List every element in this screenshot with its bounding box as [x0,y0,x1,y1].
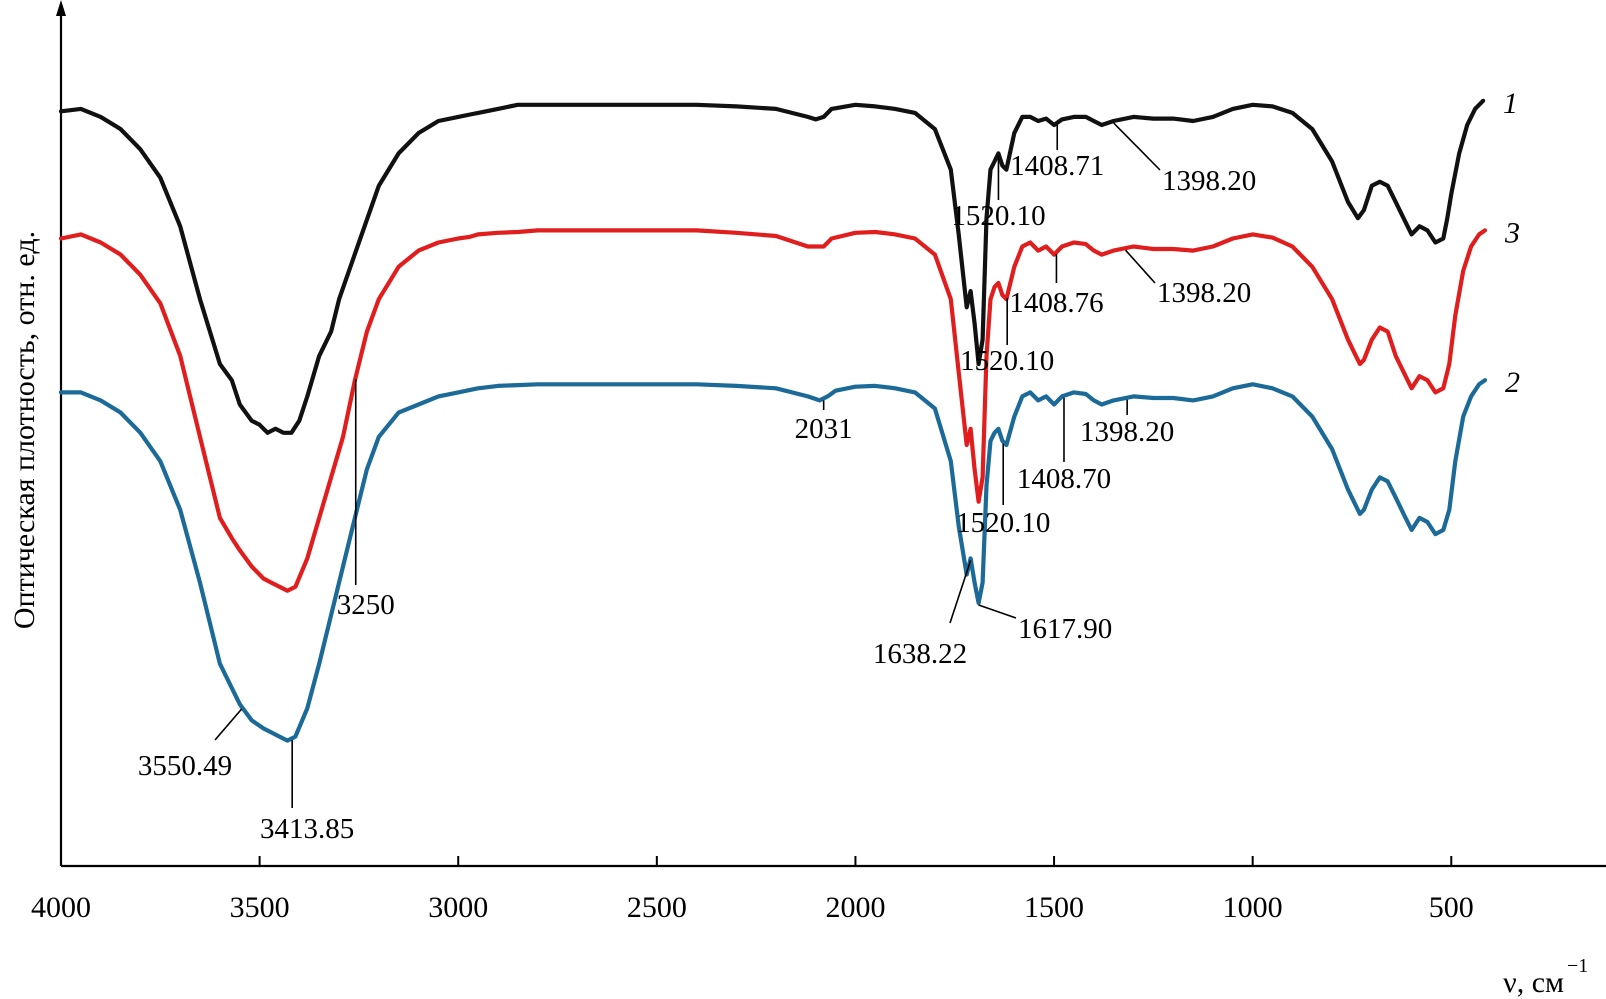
peak-leader-1 [1113,122,1161,171]
peak-label-8: 1398.20 [1080,416,1174,448]
series-label-1: 1 [1503,87,1518,120]
x-tick-label-1000: 1000 [1223,891,1283,924]
x-tick-label-4000: 4000 [31,891,91,924]
peak-label-5: 1520.10 [960,345,1054,377]
peak-leader-13 [214,708,243,741]
peak-leader-10 [949,560,972,624]
x-axis-title-superscript: −1 [1567,955,1588,977]
x-tick-label-2000: 2000 [825,891,885,924]
x-tick-label-3000: 3000 [428,891,488,924]
y-axis-arrow [56,0,66,16]
x-axis-title: ν, см [1503,966,1564,999]
series-1-line [58,98,1486,435]
peak-label-6: 2031 [795,413,853,445]
peak-label-2: 1520.10 [951,200,1045,232]
x-tick-label-3500: 3500 [230,891,290,924]
peak-label-11: 1617.90 [1018,613,1112,645]
spectra [58,98,1488,743]
y-axis-title: Оптическая плотность, отн. ед. [8,231,41,629]
peak-annotations: 1408.71 1398.20 1520.10 1408.76 1398.20 1520.… [138,122,1256,845]
x-tick-label-2500: 2500 [627,891,687,924]
series-labels: 1 3 2 [1503,87,1520,399]
peak-label-14: 3413.85 [260,813,354,845]
peak-label-7: 1408.70 [1017,463,1111,495]
peak-label-12: 3250 [337,589,395,621]
peak-label-10: 1638.22 [873,638,967,670]
peak-label-3: 1408.76 [1009,287,1103,319]
peak-leader-11 [978,604,1017,619]
peak-label-9: 1520.10 [956,507,1050,539]
peak-label-13: 3550.49 [138,750,232,782]
peak-label-1: 1398.20 [1162,165,1256,197]
series-3-line [58,228,1488,593]
peak-label-4: 1398.20 [1157,277,1251,309]
x-axis-ticks: 4000 3500 3000 2500 2000 1500 1000 500 [31,856,1474,924]
series-label-2: 2 [1505,366,1520,399]
x-tick-label-500: 500 [1429,891,1474,924]
peak-leader-4 [1124,249,1156,284]
series-label-3: 3 [1504,216,1520,249]
series-2-line [58,378,1488,743]
x-tick-label-1500: 1500 [1024,891,1084,924]
peak-label-0: 1408.71 [1010,150,1104,182]
